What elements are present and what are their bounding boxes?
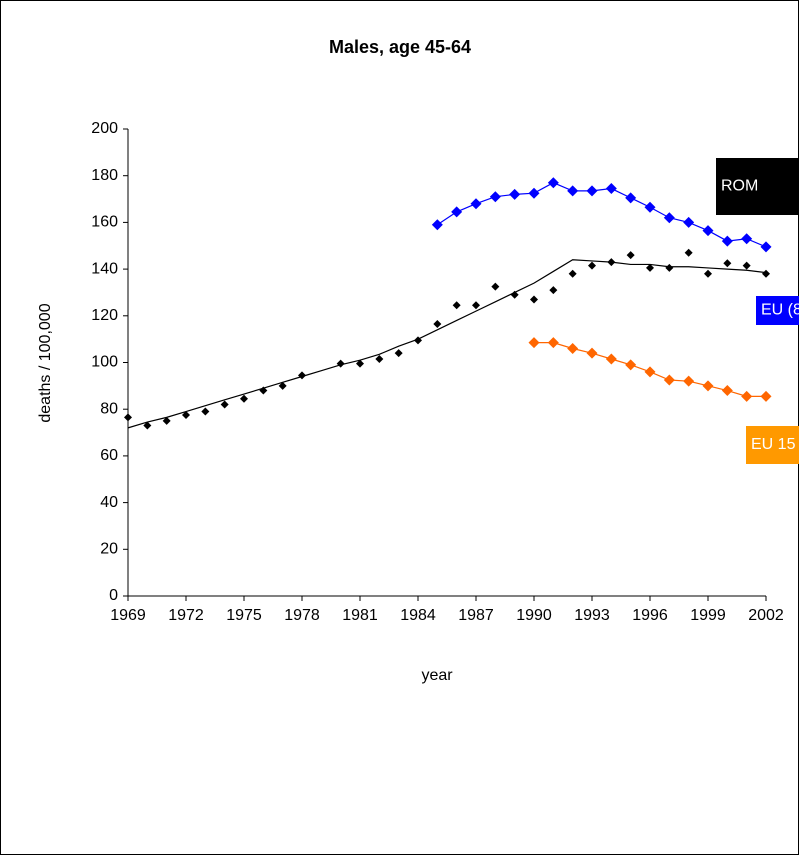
marker xyxy=(489,191,501,203)
marker xyxy=(646,263,654,272)
x-tick-label: 1987 xyxy=(458,607,494,624)
marker xyxy=(567,342,579,354)
marker xyxy=(644,201,656,213)
x-tick-label: 1993 xyxy=(574,607,610,624)
marker xyxy=(586,347,598,359)
series-label: ROM xyxy=(721,178,758,195)
marker xyxy=(684,248,693,257)
marker xyxy=(721,235,733,247)
marker xyxy=(509,188,521,200)
marker xyxy=(588,261,596,270)
marker xyxy=(762,269,770,278)
y-tick-label: 200 xyxy=(91,120,118,137)
marker xyxy=(741,233,753,245)
marker xyxy=(605,183,617,195)
y-tick-label: 160 xyxy=(91,214,118,231)
marker xyxy=(472,301,480,310)
marker xyxy=(568,269,577,278)
marker xyxy=(702,225,714,237)
y-axis-label: deaths / 100,000 xyxy=(37,303,54,422)
chart-title: Males, age 45-64 xyxy=(329,37,471,57)
marker xyxy=(547,177,559,189)
marker xyxy=(240,394,248,403)
marker xyxy=(259,386,268,395)
marker xyxy=(336,359,345,368)
x-tick-label: 1969 xyxy=(110,607,146,624)
marker xyxy=(433,319,442,328)
marker xyxy=(742,261,751,270)
marker xyxy=(723,259,732,268)
marker xyxy=(586,185,598,197)
marker xyxy=(530,295,538,304)
series-label-box xyxy=(746,426,799,464)
x-tick-label: 1972 xyxy=(168,607,204,624)
y-tick-label: 140 xyxy=(91,260,118,277)
marker xyxy=(414,336,422,345)
marker xyxy=(625,359,637,371)
marker xyxy=(528,337,540,349)
marker xyxy=(644,366,656,378)
y-tick-label: 60 xyxy=(100,447,118,464)
marker xyxy=(394,349,403,358)
marker xyxy=(375,354,384,363)
marker xyxy=(491,282,500,291)
marker xyxy=(451,206,463,218)
marker xyxy=(625,192,637,204)
marker xyxy=(626,251,635,260)
marker xyxy=(143,421,152,430)
y-tick-label: 120 xyxy=(91,307,118,324)
x-tick-label: 1996 xyxy=(632,607,668,624)
y-tick-label: 0 xyxy=(109,587,118,604)
y-tick-label: 80 xyxy=(100,400,118,417)
marker xyxy=(549,286,558,295)
marker xyxy=(607,258,616,267)
x-tick-label: 1999 xyxy=(690,607,726,624)
marker xyxy=(760,390,772,402)
series-label-box xyxy=(756,296,799,325)
marker xyxy=(452,301,461,310)
marker xyxy=(605,353,617,365)
marker xyxy=(470,198,482,210)
marker xyxy=(683,216,695,228)
marker xyxy=(201,407,210,416)
marker xyxy=(431,219,443,231)
marker xyxy=(683,375,695,387)
marker xyxy=(182,411,190,420)
y-tick-label: 40 xyxy=(100,494,118,511)
marker xyxy=(356,359,364,368)
marker xyxy=(510,290,519,299)
series-label: EU (8+2) xyxy=(761,302,799,319)
marker xyxy=(278,381,287,390)
marker xyxy=(298,371,306,380)
marker xyxy=(220,400,229,409)
marker xyxy=(567,185,579,197)
series-label: EU 15 xyxy=(751,436,796,453)
marker xyxy=(760,241,772,253)
x-tick-label: 2002 xyxy=(748,607,784,624)
x-tick-label: 1978 xyxy=(284,607,320,624)
marker xyxy=(162,416,171,425)
marker xyxy=(124,413,132,422)
marker xyxy=(663,212,675,224)
marker xyxy=(704,269,712,278)
marker xyxy=(528,187,540,199)
marker xyxy=(741,390,753,402)
y-tick-label: 20 xyxy=(100,541,118,558)
marker xyxy=(702,380,714,392)
trend-line xyxy=(127,259,767,429)
x-tick-label: 1990 xyxy=(516,607,552,624)
series-label-box xyxy=(716,158,799,215)
marker xyxy=(665,263,674,272)
x-tick-label: 1981 xyxy=(342,607,378,624)
marker xyxy=(547,337,559,349)
y-tick-label: 100 xyxy=(91,354,118,371)
y-tick-label: 180 xyxy=(91,167,118,184)
x-axis-label: year xyxy=(421,667,453,684)
marker xyxy=(663,374,675,386)
x-tick-label: 1975 xyxy=(226,607,262,624)
x-tick-label: 1984 xyxy=(400,607,436,624)
marker xyxy=(721,385,733,397)
